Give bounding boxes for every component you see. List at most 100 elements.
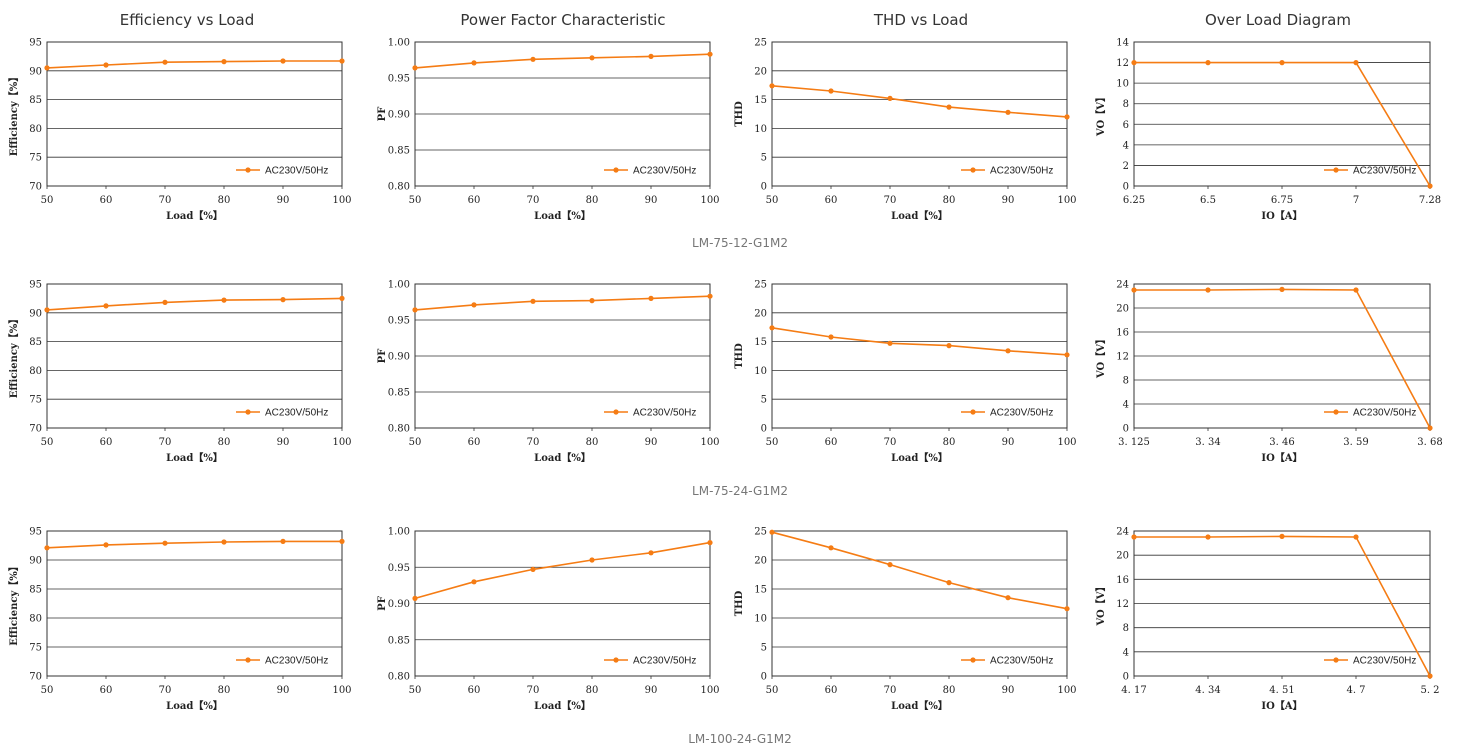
chart-r3c1-series-line [46, 540, 342, 549]
chart-r3c1-y-tick-label: 80 [29, 614, 42, 625]
chart-r3c1-data-point [44, 545, 50, 551]
chart-r1c3-y-tick-label: 15 [754, 95, 767, 106]
chart-r2c4-y-tick-label: 8 [1123, 376, 1129, 387]
chart-r2c1-legend-marker [245, 409, 251, 415]
chart-r2c1-y-tick-label: 75 [29, 395, 42, 406]
chart-r1c2-y-tick-label: 0.95 [388, 74, 410, 85]
chart-r2c3-y-axis-label: THD [734, 343, 745, 369]
chart-r3c3-x-tick-label: 80 [943, 685, 956, 696]
chart-r1c1-x-axis-label: Load【%】 [166, 209, 223, 222]
chart-r3c1-y-tick-label: 85 [29, 585, 42, 596]
chart-r3c3-data-point [887, 562, 893, 568]
chart-r3c1-data-point [221, 539, 227, 545]
chart-r3c3-y-tick-label: 15 [754, 585, 767, 596]
chart-r2c2-data-point [530, 298, 536, 304]
column-title-overload: Over Load Diagram [1205, 11, 1351, 29]
chart-r1c3-x-tick-label: 80 [943, 195, 956, 206]
chart-r1c1-x-tick-label: 60 [100, 195, 113, 206]
chart-r1c4-y-axis-label: VO【V】 [1094, 92, 1107, 137]
chart-r1c1-y-axis-label: Efficiency【%】 [7, 72, 20, 157]
chart-r3c4-x-tick-label: 4. 7 [1346, 685, 1365, 696]
chart-r1c1-data-point [221, 59, 227, 65]
chart-r2c1-data-point [44, 307, 50, 313]
chart-r2c2-x-axis-label: Load【%】 [534, 451, 591, 464]
chart-r2c3-y-tick-label: 5 [761, 395, 767, 406]
chart-r1c3-x-tick-label: 60 [825, 195, 838, 206]
column-title-thd: THD vs Load [873, 11, 968, 29]
chart-r2c3-y-tick-label: 0 [761, 424, 767, 435]
chart-r3c1-x-tick-label: 70 [159, 685, 172, 696]
chart-r1c3-y-axis-label: THD [734, 101, 745, 127]
chart-r2c4-legend-marker [1333, 409, 1339, 415]
chart-r2c1-x-tick-label: 80 [218, 437, 231, 448]
chart-r2c4-y-tick-label: 24 [1116, 280, 1129, 291]
chart-r3c1-y-tick-label: 95 [29, 527, 42, 538]
chart-r3c3-x-tick-label: 90 [1002, 685, 1015, 696]
column-title-efficiency: Efficiency vs Load [120, 11, 254, 29]
chart-r2c4-x-tick-label: 3. 59 [1343, 437, 1368, 448]
chart-r3c2-y-tick-label: 1.00 [388, 527, 410, 538]
chart-r2c3-data-point [769, 325, 775, 331]
chart-r2c1-x-tick-label: 50 [41, 437, 54, 448]
chart-r3c3-y-tick-label: 0 [761, 672, 767, 683]
chart-r1c1-x-tick-label: 100 [332, 195, 351, 206]
chart-r1c3-x-axis-label: Load【%】 [891, 209, 948, 222]
chart-r3c1-x-tick-label: 80 [218, 685, 231, 696]
chart-r3c3-y-tick-label: 10 [754, 614, 767, 625]
chart-r1c1-y-tick-label: 85 [29, 95, 42, 106]
chart-r3c2-data-point [471, 579, 477, 585]
chart-r3c3-data-point [1005, 595, 1011, 601]
chart-r2c2-x-tick-label: 70 [527, 437, 540, 448]
chart-r2c4-data-point [1427, 425, 1433, 431]
chart-r1c2-y-tick-label: 0.85 [388, 146, 410, 157]
chart-r2c4-x-tick-label: 3. 46 [1269, 437, 1294, 448]
chart-r3c3-x-tick-label: 60 [825, 685, 838, 696]
chart-r1c4-y-tick-label: 6 [1123, 120, 1129, 131]
chart-r3c2-legend-marker [613, 657, 619, 663]
chart-r1c3-y-tick-label: 5 [761, 153, 767, 164]
chart-r2c4-y-tick-label: 0 [1123, 424, 1129, 435]
chart-r1c1-legend-marker [245, 167, 251, 173]
chart-r1c4-y-tick-label: 10 [1116, 79, 1129, 90]
chart-r3c2-x-tick-label: 100 [700, 685, 719, 696]
chart-r2c3-data-point [887, 340, 893, 346]
chart-r2c4-data-point [1205, 287, 1211, 293]
chart-r2c3-x-tick-label: 100 [1057, 437, 1076, 448]
chart-r1c2-x-tick-label: 70 [527, 195, 540, 206]
chart-r3c2-x-axis-label: Load【%】 [534, 699, 591, 712]
chart-r1c2-legend-label: AC230V/50Hz [633, 166, 696, 177]
chart-r1c1-x-tick-label: 50 [41, 195, 54, 206]
chart-r1c1-data-point [339, 58, 345, 64]
chart-r1c4-x-tick-label: 6.75 [1271, 195, 1293, 206]
chart-r2c1-y-tick-label: 85 [29, 337, 42, 348]
chart-r2c4-y-tick-label: 4 [1123, 400, 1129, 411]
chart-r1c1-x-tick-label: 70 [159, 195, 172, 206]
chart-r3c4-y-tick-label: 4 [1123, 647, 1129, 658]
chart-r3c1-x-tick-label: 60 [100, 685, 113, 696]
chart-r3c3-data-point [1064, 606, 1070, 612]
chart-r3c3-y-tick-label: 5 [761, 643, 767, 654]
model-label-row-2: LM-75-24-G1M2 [692, 484, 788, 498]
chart-r2c1-x-tick-label: 70 [159, 437, 172, 448]
chart-r2c4-x-tick-label: 3. 68 [1417, 437, 1442, 448]
chart-r2c2-data-point [707, 293, 713, 299]
chart-r1c2-data-point [648, 53, 654, 60]
chart-r1c2-x-tick-label: 100 [700, 195, 719, 206]
chart-r3c2-y-tick-label: 0.85 [388, 635, 410, 646]
chart-r1c3-x-tick-label: 90 [1002, 195, 1015, 206]
chart-r3c3-x-axis-label: Load【%】 [891, 699, 948, 712]
chart-r3c4-data-point [1205, 534, 1211, 540]
chart-r2c3-x-tick-label: 80 [943, 437, 956, 448]
chart-r2c2-x-tick-label: 80 [586, 437, 599, 448]
chart-r2c1-y-tick-label: 70 [29, 424, 42, 435]
chart-r1c2-y-axis-label: PF [377, 107, 388, 122]
chart-r1c4-y-tick-label: 4 [1123, 140, 1129, 151]
chart-r3c3-legend-label: AC230V/50Hz [990, 656, 1053, 667]
chart-r1c4-data-point [1353, 60, 1359, 66]
chart-r1c2-y-tick-label: 0.80 [388, 182, 410, 193]
chart-r3c1-legend-marker [245, 657, 251, 663]
chart-r1c3-data-point [887, 95, 893, 101]
chart-r3c4-y-tick-label: 24 [1116, 527, 1129, 538]
